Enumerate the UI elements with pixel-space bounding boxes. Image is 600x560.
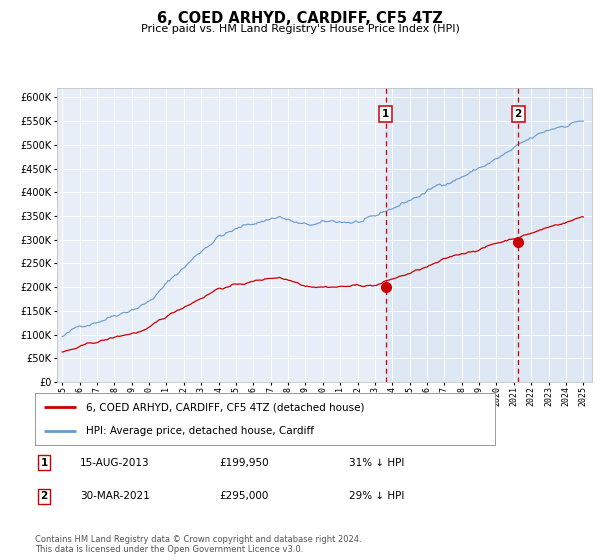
Text: £295,000: £295,000 bbox=[220, 491, 269, 501]
Text: 6, COED ARHYD, CARDIFF, CF5 4TZ (detached house): 6, COED ARHYD, CARDIFF, CF5 4TZ (detache… bbox=[86, 402, 364, 412]
Text: 2: 2 bbox=[515, 109, 522, 119]
Text: HPI: Average price, detached house, Cardiff: HPI: Average price, detached house, Card… bbox=[86, 426, 314, 436]
Text: 2: 2 bbox=[41, 491, 48, 501]
Text: 6, COED ARHYD, CARDIFF, CF5 4TZ: 6, COED ARHYD, CARDIFF, CF5 4TZ bbox=[157, 11, 443, 26]
Text: 1: 1 bbox=[382, 109, 389, 119]
Text: Contains HM Land Registry data © Crown copyright and database right 2024.
This d: Contains HM Land Registry data © Crown c… bbox=[35, 535, 362, 554]
Text: 31% ↓ HPI: 31% ↓ HPI bbox=[349, 458, 404, 468]
Text: £199,950: £199,950 bbox=[220, 458, 269, 468]
Text: 30-MAR-2021: 30-MAR-2021 bbox=[80, 491, 149, 501]
Bar bbox=[386, 88, 592, 382]
Text: 29% ↓ HPI: 29% ↓ HPI bbox=[349, 491, 404, 501]
Text: Price paid vs. HM Land Registry's House Price Index (HPI): Price paid vs. HM Land Registry's House … bbox=[140, 24, 460, 34]
Text: 15-AUG-2013: 15-AUG-2013 bbox=[80, 458, 149, 468]
Text: 1: 1 bbox=[41, 458, 48, 468]
